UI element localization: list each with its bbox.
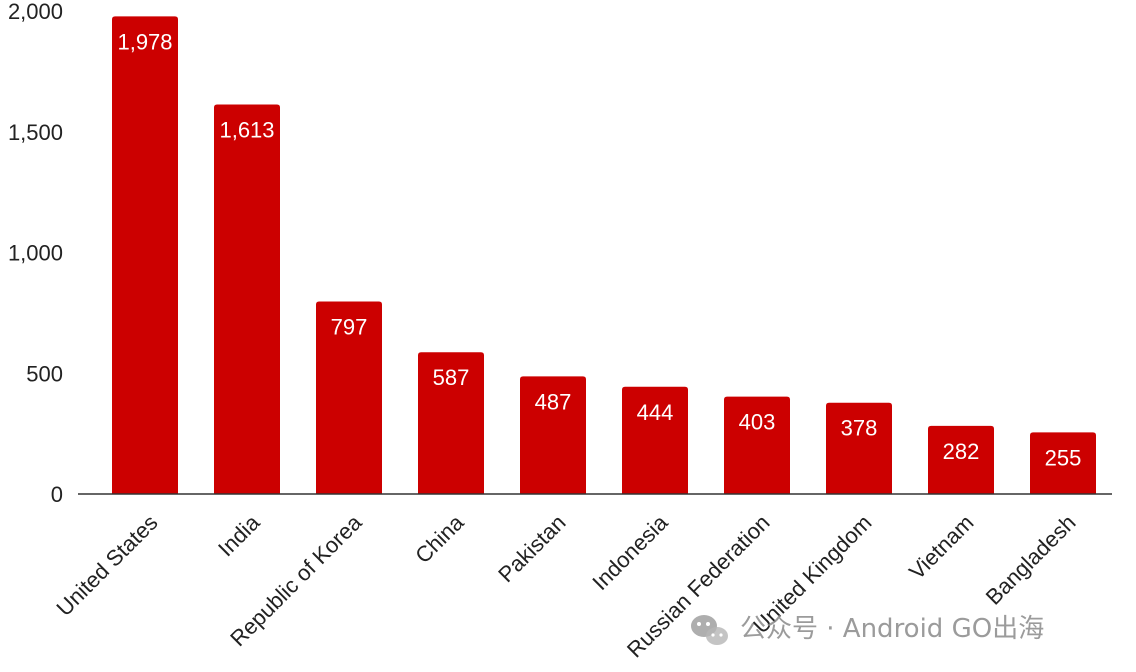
wechat-icon [691,615,728,645]
data-labels: 1,978 1,613 797 587 487 444 403 378 282 255 [117,29,1081,470]
data-label: 587 [433,365,470,390]
data-label: 378 [841,416,878,441]
data-label: 1,613 [219,117,274,142]
y-axis: 0 500 1,000 1,500 2,000 [8,0,63,507]
y-tick-label: 2,000 [8,0,63,24]
y-tick-label: 1,500 [8,120,63,145]
data-label: 797 [331,315,368,340]
y-tick-label: 500 [26,361,63,386]
x-tick-label: Bangladesh [981,510,1081,610]
data-label: 403 [739,410,776,435]
bar-pakistan [520,376,586,494]
bar-china [418,352,484,494]
bar-united-kingdom [826,402,892,494]
y-tick-label: 1,000 [8,241,63,266]
x-tick-label: China [410,509,469,568]
x-tick-label: Indonesia [587,509,673,595]
data-label: 487 [535,389,572,414]
x-tick-label: India [213,509,265,561]
bar-united-states [112,16,178,495]
data-label: 255 [1045,445,1082,470]
watermark-text: 公众号 · Android GO出海 [740,614,1044,644]
bar-russian-federation [724,396,790,494]
bar-bangladesh [1030,432,1096,494]
bar-vietnam [928,425,994,494]
x-tick-label: Pakistan [493,510,570,587]
bar-republic-of-korea [316,301,382,494]
watermark: 公众号 · Android GO出海 [691,614,1044,645]
data-label: 282 [943,439,980,464]
bar-indonesia [622,386,688,494]
x-tick-label: United States [51,510,162,621]
y-tick-label: 0 [51,482,63,507]
bars [112,16,1096,495]
data-label: 444 [637,400,674,425]
bar-india [214,104,280,494]
x-tick-label: Vietnam [904,510,978,584]
data-label: 1,978 [117,29,172,54]
